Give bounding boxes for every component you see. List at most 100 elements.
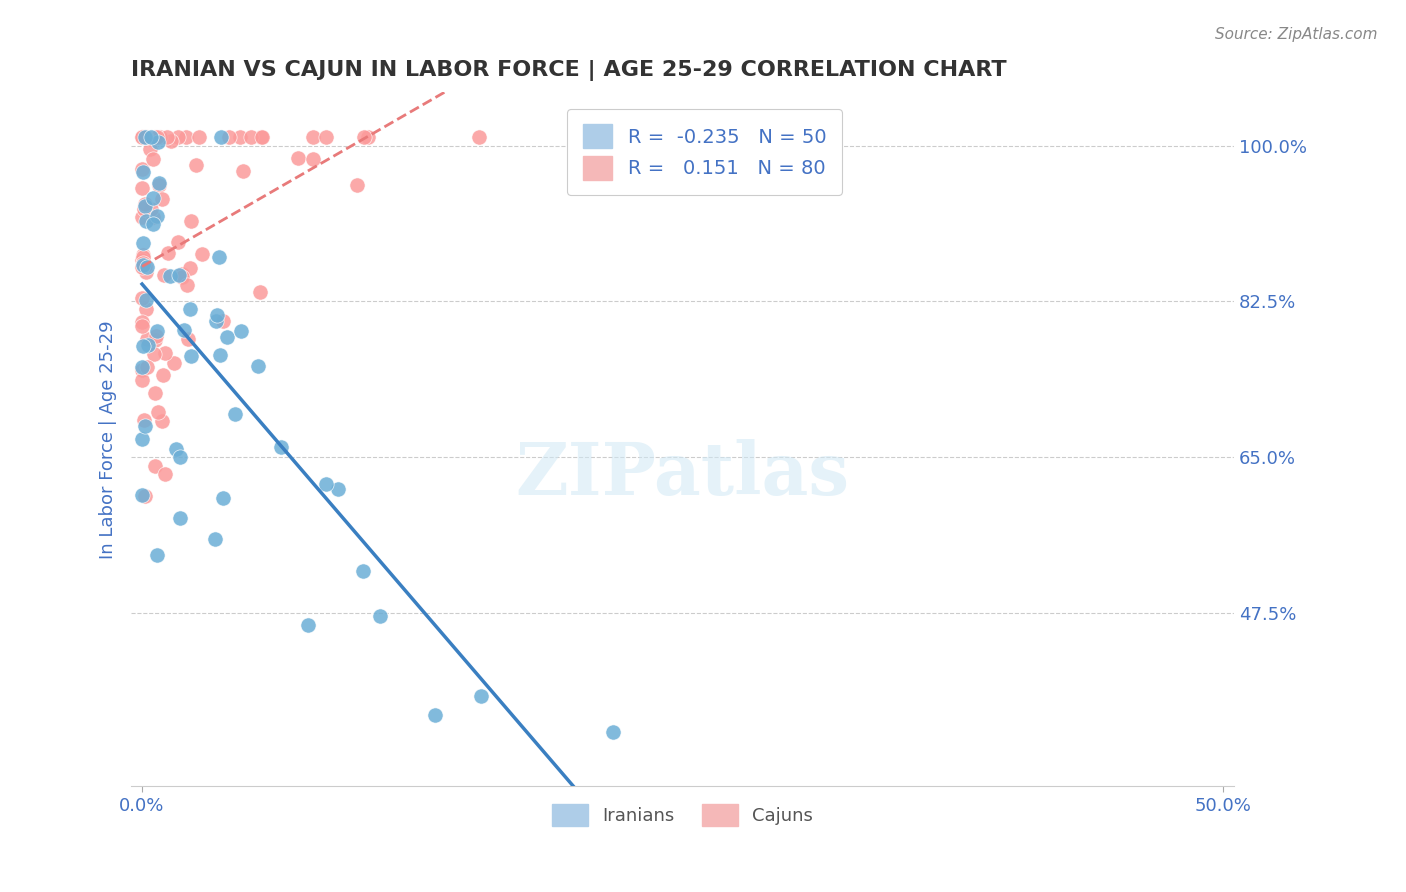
Point [145,324,167,338]
Point [157,246,180,260]
Point [131,211,153,225]
Point [136,260,159,274]
Point [153,346,176,360]
Point [134,198,156,212]
Y-axis label: In Labor Force | Age 25-29: In Labor Force | Age 25-29 [100,320,117,558]
Point [209,129,232,144]
Point [145,328,167,343]
Point [204,532,226,546]
Point [240,129,263,144]
Point [142,217,165,231]
Point [145,334,167,348]
Point [270,440,292,454]
Point [134,419,156,434]
Point [287,152,309,166]
Point [143,386,166,401]
Point [131,260,153,274]
Point [166,235,188,249]
Point [163,356,186,370]
Point [148,178,170,192]
Point [135,301,157,316]
Point [131,359,153,374]
Point [132,258,155,272]
Point [146,209,169,223]
Point [353,129,375,144]
Point [131,255,153,269]
Point [218,129,240,144]
Point [135,129,157,144]
Legend: Iranians, Cajuns: Iranians, Cajuns [544,797,820,833]
Point [134,197,156,211]
Point [146,404,169,418]
Point [177,332,200,346]
Point [326,482,349,496]
Point [134,259,156,273]
Text: Source: ZipAtlas.com: Source: ZipAtlas.com [1215,27,1378,42]
Point [135,293,157,308]
Point [169,511,191,525]
Point [132,202,155,216]
Point [179,261,201,276]
Point [315,477,337,491]
Point [423,708,446,723]
Point [156,129,179,144]
Point [167,268,190,283]
Point [136,332,159,346]
Point [160,134,183,148]
Point [297,618,319,632]
Point [143,347,166,361]
Point [134,129,156,144]
Point [131,488,153,502]
Point [139,143,162,157]
Text: ZIPatlas: ZIPatlas [516,439,849,509]
Point [224,407,246,421]
Point [131,129,153,144]
Point [246,359,269,373]
Point [148,176,170,190]
Point [315,129,337,144]
Point [131,433,153,447]
Point [132,250,155,264]
Point [132,413,155,427]
Point [149,129,172,144]
Point [131,339,153,353]
Point [252,129,274,144]
Point [468,129,491,144]
Point [131,129,153,144]
Point [131,252,153,267]
Point [132,235,155,250]
Point [142,210,165,224]
Point [131,363,153,377]
Point [184,158,207,172]
Point [176,129,198,144]
Point [229,129,252,144]
Point [172,269,194,284]
Point [159,269,181,284]
Point [131,180,153,194]
Point [229,324,252,338]
Point [180,214,202,228]
Point [135,129,157,144]
Point [136,360,159,375]
Point [346,178,368,193]
Point [150,414,173,428]
Point [232,164,254,178]
Point [142,152,165,166]
Point [211,491,233,505]
Point [153,467,176,482]
Point [131,318,153,333]
Point [132,248,155,262]
Point [134,489,156,503]
Point [249,285,271,299]
Point [131,291,153,305]
Point [301,152,323,166]
Point [146,548,169,562]
Point [176,277,198,292]
Text: IRANIAN VS CAJUN IN LABOR FORCE | AGE 25-29 CORRELATION CHART: IRANIAN VS CAJUN IN LABOR FORCE | AGE 25… [131,60,1007,80]
Point [602,724,624,739]
Point [215,329,238,343]
Point [146,135,169,149]
Point [190,247,212,261]
Point [208,347,231,361]
Point [205,308,228,322]
